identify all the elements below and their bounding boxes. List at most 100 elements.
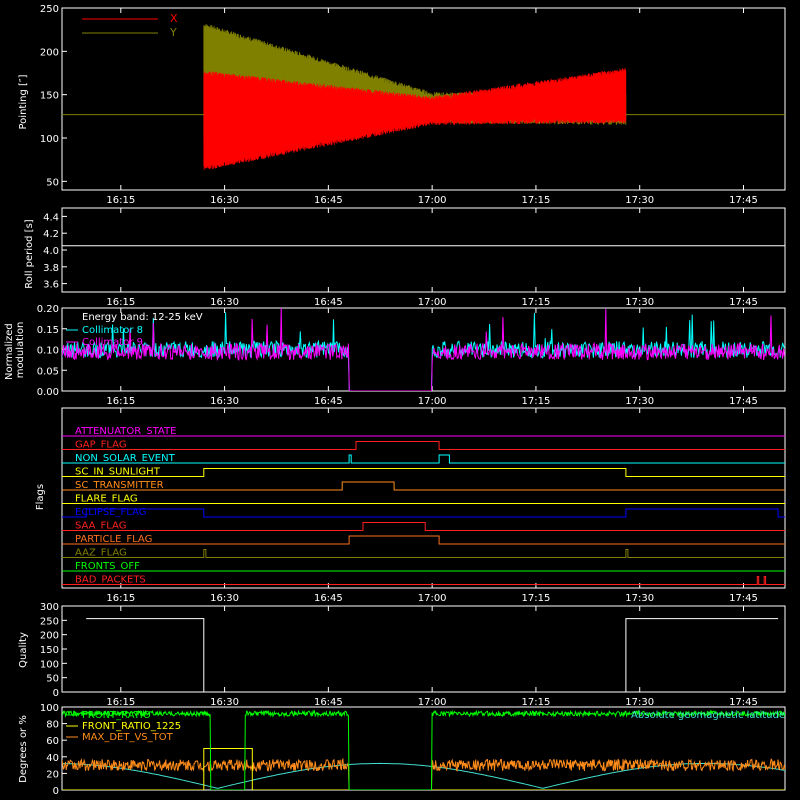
pointing-band-x [203, 68, 627, 170]
roll-ylabel: Roll period [s] [24, 219, 35, 288]
flag-label-non_solar_event: NON_SOLAR_EVENT [75, 453, 176, 464]
y-tick-label: 0.20 [37, 304, 59, 315]
x-tick-label: 17:30 [625, 297, 654, 308]
x-tick-label: 17:45 [729, 697, 758, 708]
y-tick-label: 0 [53, 688, 59, 699]
y-tick-label: 0.15 [37, 325, 59, 336]
x-tick-label: 17:00 [418, 697, 447, 708]
legend-collimator9: Collimator 9 [82, 337, 143, 348]
x-tick-label: 16:45 [314, 396, 343, 407]
y-tick-label: 250 [40, 616, 59, 627]
y-tick-label: 300 [40, 602, 59, 613]
x-tick-label: 17:15 [522, 697, 551, 708]
x-tick-label: 16:45 [314, 697, 343, 708]
y-tick-label: 3.8 [43, 263, 59, 274]
pointing-series [62, 24, 785, 170]
legend-collimator8: Collimator 8 [82, 325, 143, 336]
x-tick-label: 17:00 [418, 396, 447, 407]
x-tick-label: 16:15 [106, 297, 135, 308]
y-tick-label: 4.2 [43, 229, 59, 240]
y-tick-label: 3.6 [43, 280, 59, 291]
y-tick-label: 0.10 [37, 346, 59, 357]
x-tick-label: 17:15 [522, 593, 551, 604]
x-tick-label: 17:15 [522, 396, 551, 407]
legend-geomag: Absolute geomagnetic latitude [631, 710, 785, 721]
x-tick-label: 16:15 [106, 697, 135, 708]
y-tick-label: 100 [40, 659, 59, 670]
flag-line-eclipse_flag [62, 508, 785, 518]
x-tick-label: 17:30 [625, 697, 654, 708]
x-tick-label: 16:45 [314, 297, 343, 308]
x-tick-label: 16:30 [210, 195, 239, 206]
x-tick-label: 17:45 [729, 396, 758, 407]
y-tick-label: 250 [40, 4, 59, 15]
x-tick-label: 17:15 [522, 195, 551, 206]
quality-panel: Quality 16:15 16:30 16:45 17:00 17:15 17:30 17… [18, 602, 786, 708]
x-tick-label: 17:15 [522, 297, 551, 308]
modulation-ylabel-line2: modulation [15, 322, 26, 379]
modulation-ylabel-line1: Normalized [4, 323, 15, 380]
x-tick-label: 16:30 [210, 396, 239, 407]
flags-ylabel: Flags [35, 484, 46, 510]
x-tick-label: 17:00 [418, 593, 447, 604]
max-det-line [62, 757, 785, 790]
flag-label-flare_flag: FLARE_FLAG [75, 494, 138, 505]
flag-label-eclipse_flag: ECLIPSE_FLAG [75, 507, 146, 518]
flag-line-non_solar_event [62, 454, 785, 464]
front-ratio-line [62, 709, 785, 790]
flag-label-gap_flag: GAP_FLAG [75, 440, 127, 451]
y-tick-label: 150 [40, 645, 59, 656]
x-tick-label: 16:30 [210, 697, 239, 708]
modulation-series [62, 308, 785, 391]
ratios-ylabel: Degrees or % [18, 715, 29, 783]
flag-label-sc_transmitter: SC_TRANSMITTER [75, 480, 164, 491]
y-tick-label: 60 [46, 736, 59, 747]
flag-line-sc_transmitter [62, 481, 785, 491]
y-tick-label: 200 [40, 47, 59, 58]
geomag-latitude-line [62, 762, 785, 789]
y-tick-label: 150 [40, 91, 59, 102]
x-tick-label: 16:15 [106, 396, 135, 407]
flag-label-particle_flag: PARTICLE_FLAG [75, 534, 152, 545]
ratios-panel: Degrees or % 0 20 40 60 80 100 FRONT_RATIO FR… [18, 703, 786, 797]
x-tick-label: 16:15 [106, 195, 135, 206]
legend-front-ratio: FRONT_RATIO [82, 710, 151, 721]
x-tick-label: 17:00 [418, 195, 447, 206]
flag-label-aaz_flag: AAZ_FLAG [75, 548, 127, 559]
flag-line-gap_flag [62, 441, 785, 450]
x-tick-label: 16:45 [314, 195, 343, 206]
legend-y: Y [169, 26, 177, 39]
panel-frame [61, 407, 786, 589]
legend-front-ratio-1225: FRONT_RATIO_1225 [82, 721, 181, 732]
x-tick-label: 16:15 [106, 593, 135, 604]
y-tick-label: 4.0 [43, 246, 59, 257]
y-tick-label: 0.05 [37, 366, 59, 377]
x-tick-label: 17:45 [729, 195, 758, 206]
roll-period-panel: Roll period [s] 16:15 16:30 16:45 17:00 17:1… [24, 207, 786, 308]
flag-label-bad_packets: BAD_PACKETS [75, 575, 146, 586]
x-tick-label: 16:30 [210, 297, 239, 308]
x-tick-label: 17:45 [729, 297, 758, 308]
y-tick-label: 100 [40, 134, 59, 145]
ratio-series [62, 709, 785, 790]
y-tick-label: 50 [46, 674, 59, 685]
y-tick-label: 200 [40, 631, 59, 642]
x-tick-label: 17:30 [625, 593, 654, 604]
quality-ylabel: Quality [18, 632, 29, 668]
flags-panel: Flags 16:15 16:30 16:45 17:00 17:15 17:30 17:4… [35, 407, 786, 604]
y-tick-label: 50 [46, 177, 59, 188]
legend-x: X [170, 12, 178, 25]
x-tick-label: 17:45 [729, 593, 758, 604]
flag-line-sc_in_sunlight [62, 468, 785, 477]
y-tick-label: 0.00 [37, 387, 59, 398]
flag-line-saa_flag [62, 522, 785, 531]
flag-label-fronts_off: FRONTS_OFF [75, 561, 140, 572]
modulation-ylabel: Normalized modulation [4, 320, 26, 380]
x-tick-label: 17:00 [418, 297, 447, 308]
y-tick-label: 20 [46, 769, 59, 780]
modulation-panel: Normalized modulation 16:15 16:30 16:45 17:… [4, 304, 786, 407]
flag-label-saa_flag: SAA_FLAG [75, 521, 126, 532]
y-tick-label: 100 [40, 703, 59, 714]
pointing-ylabel: Pointing [″] [18, 74, 29, 129]
